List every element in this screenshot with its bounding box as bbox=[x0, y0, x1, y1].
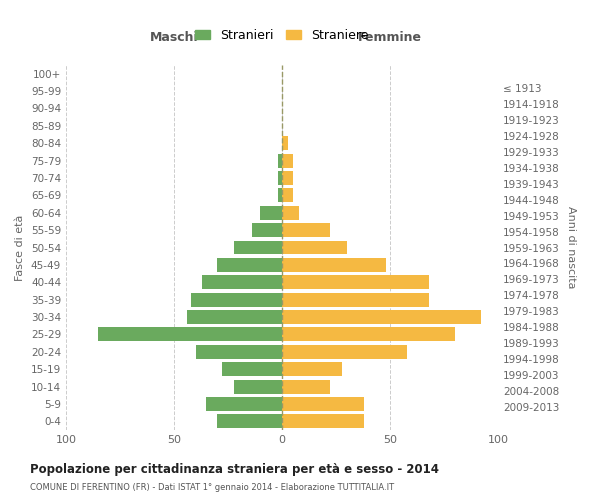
Bar bbox=[235, 240, 282, 254]
Bar bbox=[252, 223, 282, 237]
Bar bbox=[217, 258, 282, 272]
Bar bbox=[191, 292, 282, 306]
Y-axis label: Fasce di età: Fasce di età bbox=[16, 214, 25, 280]
Text: Popolazione per cittadinanza straniera per età e sesso - 2014: Popolazione per cittadinanza straniera p… bbox=[30, 462, 439, 475]
Y-axis label: Anni di nascita: Anni di nascita bbox=[566, 206, 576, 289]
Bar bbox=[282, 310, 481, 324]
Bar bbox=[260, 206, 282, 220]
Bar bbox=[282, 240, 347, 254]
Bar bbox=[206, 397, 282, 411]
Bar bbox=[282, 223, 329, 237]
Bar bbox=[221, 362, 282, 376]
Bar bbox=[282, 414, 364, 428]
Bar bbox=[282, 154, 293, 168]
Bar bbox=[282, 328, 455, 342]
Bar bbox=[282, 362, 343, 376]
Bar bbox=[282, 171, 293, 185]
Legend: Stranieri, Straniere: Stranieri, Straniere bbox=[190, 24, 374, 47]
Bar bbox=[187, 310, 282, 324]
Bar bbox=[217, 414, 282, 428]
Bar bbox=[282, 258, 386, 272]
Bar bbox=[282, 206, 299, 220]
Text: COMUNE DI FERENTINO (FR) - Dati ISTAT 1° gennaio 2014 - Elaborazione TUTTITALIA.: COMUNE DI FERENTINO (FR) - Dati ISTAT 1°… bbox=[30, 482, 394, 492]
Text: Maschi: Maschi bbox=[149, 31, 199, 44]
Bar bbox=[282, 397, 364, 411]
Bar bbox=[282, 345, 407, 358]
Bar bbox=[278, 188, 282, 202]
Bar bbox=[202, 276, 282, 289]
Bar bbox=[282, 188, 293, 202]
Bar bbox=[282, 292, 429, 306]
Bar bbox=[235, 380, 282, 394]
Bar bbox=[282, 136, 289, 150]
Bar bbox=[196, 345, 282, 358]
Bar bbox=[278, 154, 282, 168]
Bar bbox=[282, 276, 429, 289]
Bar bbox=[282, 380, 329, 394]
Text: Femmine: Femmine bbox=[358, 31, 422, 44]
Bar bbox=[98, 328, 282, 342]
Bar bbox=[278, 171, 282, 185]
